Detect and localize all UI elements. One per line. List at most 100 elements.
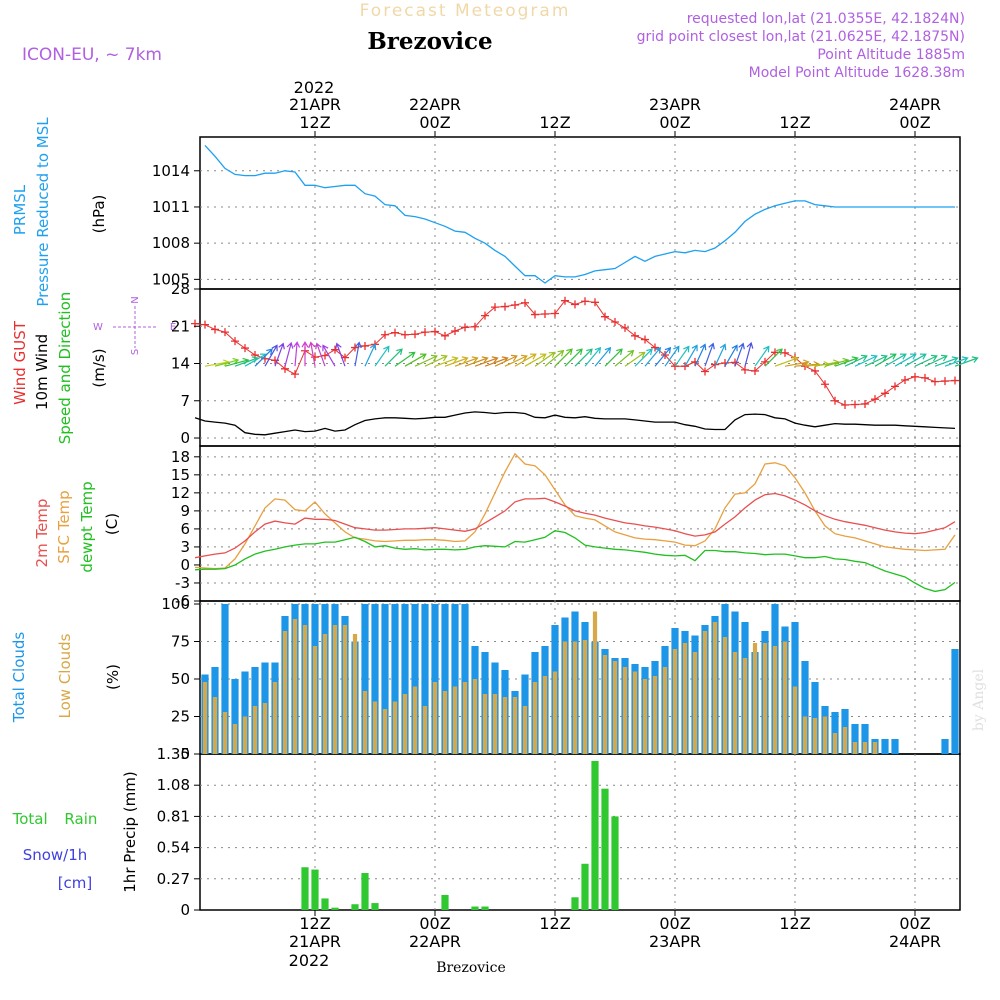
gust-marker — [911, 372, 919, 381]
gust-marker — [591, 298, 599, 307]
gust-marker — [821, 380, 829, 389]
low-cloud-bar — [312, 646, 318, 754]
low-cloud-bar — [492, 694, 498, 754]
total-cloud-bar — [881, 739, 889, 754]
requested-coords: requested lon,lat (21.0355E, 42.1824N) — [687, 11, 965, 27]
rain-bar — [361, 873, 369, 910]
y-tick-label: 14 — [171, 355, 190, 373]
gust-marker — [921, 373, 929, 382]
gust-marker — [221, 328, 229, 337]
low-cloud-bar — [442, 691, 448, 754]
low-cloud-bar — [362, 691, 368, 754]
total-cloud-bar — [941, 739, 949, 754]
low-cloud-bar — [732, 652, 738, 754]
y-tick-label: 1005 — [152, 270, 190, 288]
bottom-hour-label: 00Z — [899, 914, 930, 933]
top-date-label: 22APR — [409, 95, 461, 114]
bottom-year-label: 2022 — [289, 951, 330, 970]
bottom-date-label: 22APR — [409, 932, 461, 951]
low-cloud-label: Low Clouds — [56, 633, 74, 718]
y-tick-label: 50 — [171, 670, 190, 688]
low-cloud-bar — [222, 712, 228, 754]
bottom-hour-label: 00Z — [659, 914, 690, 933]
low-cloud-bar — [402, 694, 408, 754]
precip-panel — [301, 760, 619, 910]
wind-arrow — [534, 351, 556, 367]
bottom-date-label: 21APR — [289, 932, 341, 951]
temperature-labels: 2m Temp SFC Temp dewpt Temp (C) — [33, 481, 121, 572]
wind10-line — [194, 411, 956, 436]
wind-arrow — [474, 356, 499, 367]
wind-arrow — [301, 341, 309, 367]
y-tick-label: 100 — [161, 595, 190, 613]
gust-marker — [711, 360, 719, 369]
y-tick-labels: 100510081011101407142128-6-3036912151802… — [152, 162, 200, 919]
wind-arrow — [874, 353, 897, 367]
grid-lines — [200, 137, 960, 910]
rain-bar — [471, 906, 479, 910]
wind-arrow — [694, 343, 707, 367]
wind-arrow — [744, 341, 754, 367]
panel-frame-pressure — [199, 136, 961, 290]
gust-marker — [691, 357, 699, 366]
gust-marker — [291, 370, 299, 379]
gust-marker — [531, 310, 539, 319]
total-cloud-bar — [851, 724, 859, 754]
low-cloud-bar — [652, 676, 658, 754]
precip-labels: Total Rain Snow/1h [cm] 1hr Precip (mm) — [12, 771, 139, 892]
top-hour-label: 00Z — [659, 113, 690, 132]
rain-bar — [331, 907, 339, 910]
y-tick-label: 0.27 — [157, 870, 190, 888]
gridpoint-coords: grid point closest lon,lat (21.0625E, 42… — [637, 29, 965, 45]
y-tick-label: 18 — [171, 448, 190, 466]
wind-arrow — [284, 341, 294, 367]
footer-station-label: Brezovice — [436, 960, 506, 976]
low-cloud-bar — [332, 625, 338, 754]
wind-arrow — [904, 353, 927, 367]
wind-arrow — [544, 349, 565, 367]
gust-marker — [871, 395, 879, 404]
low-cloud-bar — [682, 643, 688, 754]
gust-marker — [831, 396, 839, 405]
rain-bar — [441, 894, 449, 910]
compass-rose: N S W E — [93, 296, 176, 355]
rain-bar — [301, 867, 309, 910]
gust-marker — [321, 351, 329, 360]
gust-marker — [411, 330, 419, 339]
dewpt-line — [194, 530, 956, 593]
low-cloud-bar — [802, 716, 808, 754]
wind-arrow — [614, 349, 635, 367]
pressure-msl-label: Pressure Reduced to MSL — [34, 117, 52, 307]
low-cloud-bar — [342, 625, 348, 754]
rain-bar — [351, 904, 359, 910]
low-cloud-bar — [622, 667, 628, 754]
gust-marker — [481, 311, 489, 320]
gust-line — [194, 300, 956, 406]
total-cloud-bar — [381, 604, 389, 754]
gust-marker — [581, 297, 589, 306]
low-cloud-bar — [472, 679, 478, 754]
wind-arrow — [322, 344, 336, 367]
cloud-labels: Total Clouds Low Clouds (%) — [10, 632, 122, 724]
y-tick-label: 75 — [171, 633, 190, 651]
wind-arrow — [684, 344, 698, 367]
wind-arrow — [524, 353, 547, 367]
y-tick-label: 28 — [171, 280, 190, 298]
top-date-label: 21APR — [289, 95, 341, 114]
low-cloud-bar — [322, 634, 328, 754]
low-cloud-bar — [232, 724, 238, 754]
wind-arrow — [734, 342, 745, 367]
temp-unit: (C) — [103, 513, 121, 535]
low-cloud-bar — [592, 611, 598, 754]
total-cloud-bar — [441, 604, 449, 754]
low-cloud-bar — [792, 686, 798, 754]
low-cloud-bar — [672, 649, 678, 754]
gust-marker — [451, 327, 459, 336]
gust-marker — [861, 399, 869, 408]
total-cloud-bar — [801, 661, 809, 754]
low-cloud-bar — [872, 742, 878, 754]
wind-arrow — [574, 348, 593, 367]
total-cloud-bar — [861, 724, 869, 754]
total-cloud-bar — [371, 604, 379, 754]
